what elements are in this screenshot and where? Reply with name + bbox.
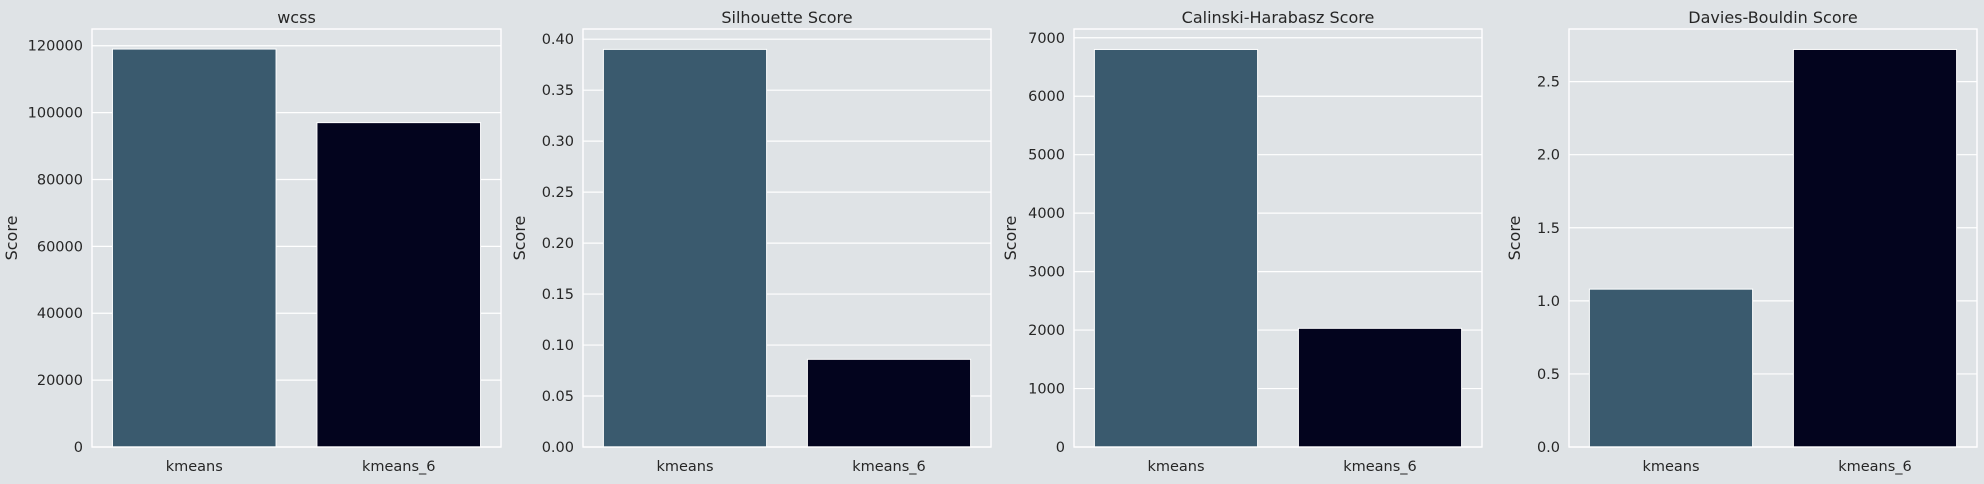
y-tick-label: 0.25 <box>542 185 574 201</box>
y-tick-label: 1.0 <box>1537 294 1560 310</box>
y-tick-label: 7000 <box>1028 31 1065 47</box>
bar-kmeans <box>111 48 277 448</box>
y-axis-label: Score <box>2 216 21 261</box>
bar-kmeans_6 <box>316 122 482 448</box>
x-tick-label: kmeans <box>166 459 223 475</box>
bar-kmeans <box>602 48 768 448</box>
x-tick-label: kmeans_6 <box>1343 459 1417 475</box>
y-axis-label: Score <box>1505 216 1524 261</box>
y-tick-label: 0.10 <box>542 338 574 354</box>
y-tick-label: 4000 <box>1028 206 1065 222</box>
chart-title: Silhouette Score <box>721 8 852 27</box>
y-tick-label: 2000 <box>1028 323 1065 339</box>
y-tick-label: 0.40 <box>542 32 574 48</box>
x-tick-label: kmeans <box>1147 459 1204 475</box>
y-axis-label: Score <box>1001 216 1020 261</box>
y-tick-label: 20000 <box>37 373 83 389</box>
bar-kmeans <box>1588 288 1754 448</box>
y-tick-label: 1000 <box>1028 382 1065 398</box>
chart-panel-1: kmeans kmeans_6 0 20000 40000 60000 80000 10000… <box>2 8 502 475</box>
y-axis-label: Score <box>510 216 529 261</box>
x-tick-label: kmeans <box>1642 459 1699 475</box>
y-tick-label: 0.0 <box>1537 440 1560 456</box>
chart-title: Calinski-Harabasz Score <box>1182 8 1375 27</box>
y-tick-label: 0 <box>1056 440 1065 456</box>
y-tick-label: 120000 <box>28 39 83 55</box>
chart-panel-4: kmeans kmeans_6 0.0 0.5 1.0 1.5 2.0 2.5 Davies-B… <box>1505 8 1978 475</box>
y-tick-label: 0 <box>74 440 83 456</box>
y-tick-label: 80000 <box>37 172 83 188</box>
bar-kmeans_6 <box>1297 327 1463 448</box>
plot-frame <box>1073 28 1483 448</box>
y-tick-label: 2.5 <box>1537 75 1560 91</box>
y-tick-label: 40000 <box>37 306 83 322</box>
y-tick-label: 0.30 <box>542 134 574 150</box>
bar-kmeans_6 <box>1792 48 1958 448</box>
plot-frame <box>1568 28 1978 448</box>
y-tick-label: 60000 <box>37 239 83 255</box>
y-tick-label: 3000 <box>1028 265 1065 281</box>
x-tick-label: kmeans_6 <box>852 459 926 475</box>
y-tick-label: 0.00 <box>542 440 574 456</box>
y-tick-label: 2.0 <box>1537 148 1560 164</box>
bar-kmeans <box>1093 48 1259 448</box>
bar-kmeans_6 <box>806 358 972 448</box>
x-tick-label: kmeans_6 <box>362 459 436 475</box>
y-tick-label: 0.20 <box>542 236 574 252</box>
chart-panel-3: kmeans kmeans_6 0 1000 2000 3000 4000 5000 6000 7… <box>1001 8 1483 475</box>
y-tick-label: 1.5 <box>1537 221 1560 237</box>
x-tick-label: kmeans_6 <box>1838 459 1912 475</box>
chart-title: Davies-Bouldin Score <box>1688 8 1857 27</box>
x-tick-label: kmeans <box>656 459 713 475</box>
y-tick-label: 0.5 <box>1537 367 1560 383</box>
chart-panel-2: kmeans kmeans_6 0.00 0.05 0.10 0.15 0.20 0.25 0.… <box>510 8 992 475</box>
y-tick-label: 0.35 <box>542 83 574 99</box>
y-tick-label: 0.15 <box>542 287 574 303</box>
plot-frame <box>91 28 502 448</box>
y-tick-label: 6000 <box>1028 89 1065 105</box>
y-tick-label: 0.05 <box>542 389 574 405</box>
plot-frame <box>582 28 992 448</box>
y-tick-label: 100000 <box>28 106 83 122</box>
chart-title: wcss <box>277 8 316 27</box>
y-tick-label: 5000 <box>1028 148 1065 164</box>
